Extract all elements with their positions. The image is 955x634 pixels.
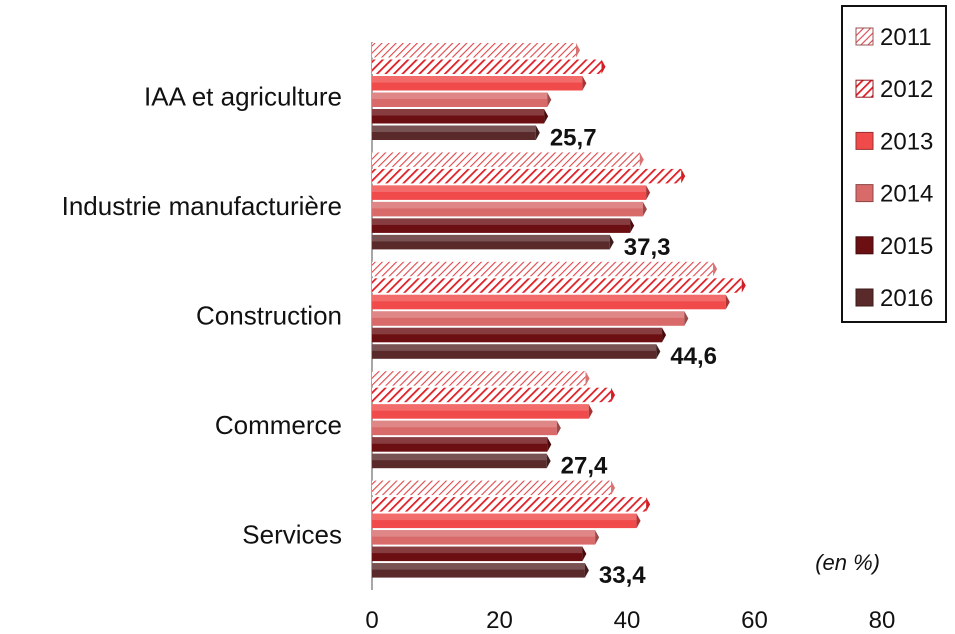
- bar-highlight: [372, 109, 545, 116]
- bar-end: [544, 109, 549, 124]
- bar-highlight: [372, 546, 583, 554]
- bar-2012-1: [372, 59, 602, 74]
- legend-label-2014: 2014: [880, 181, 933, 208]
- bar-highlight: [372, 420, 557, 428]
- x-tick-label: 60: [741, 607, 768, 634]
- bar-2012-5: [372, 497, 647, 512]
- legend-label-2012: 2012: [880, 76, 933, 103]
- bar-end: [611, 387, 616, 403]
- data-label: 33,4: [599, 562, 646, 589]
- bar-highlight: [372, 311, 685, 318]
- legend-swatch-2012: [855, 79, 874, 98]
- bar-2012-2: [372, 168, 682, 184]
- bar-end: [646, 497, 651, 512]
- unit-note: (en %): [815, 550, 880, 575]
- legend-label-2016: 2016: [880, 285, 933, 312]
- bar-end: [535, 125, 540, 140]
- plot-area: IAA et agriculture 25,7 Industrie manufact…: [62, 42, 896, 634]
- bar-2011-4: [372, 371, 586, 386]
- bar-highlight: [372, 125, 536, 133]
- data-label: 44,6: [670, 343, 717, 370]
- legend-swatch-2015: [855, 236, 874, 255]
- x-tick-label: 0: [365, 607, 378, 634]
- bar-highlight: [372, 92, 548, 100]
- bar-end: [601, 59, 606, 74]
- bar-highlight: [372, 530, 596, 537]
- legend-swatch-2016: [855, 288, 874, 307]
- legend-label-2011: 2011: [880, 24, 932, 51]
- bar-end: [662, 327, 667, 343]
- bar-end: [609, 234, 614, 250]
- x-tick-label: 80: [869, 607, 896, 634]
- bar-highlight: [372, 185, 647, 192]
- bar-end: [582, 76, 587, 91]
- bar-end: [576, 43, 580, 58]
- bar-highlight: [372, 404, 589, 411]
- bar-end: [642, 201, 647, 217]
- legend-swatch-2014: [855, 184, 874, 203]
- bar-end: [646, 185, 651, 200]
- bar-end: [547, 92, 552, 107]
- bar-highlight: [372, 513, 637, 521]
- bar-2012-3: [372, 278, 742, 293]
- data-label: 37,3: [624, 234, 671, 261]
- bar-end: [639, 152, 644, 167]
- bar-end: [713, 261, 718, 277]
- bar-2011-2: [372, 152, 640, 167]
- bar-end: [725, 294, 730, 310]
- category-label: IAA et agriculture: [144, 82, 342, 112]
- legend-box: [841, 5, 947, 323]
- bar-end: [546, 453, 551, 469]
- bar-highlight: [372, 294, 726, 302]
- bar-end: [611, 480, 616, 496]
- legend-swatch-2013: [855, 131, 874, 150]
- bar-highlight: [372, 201, 643, 209]
- bar-highlight: [372, 76, 583, 83]
- bar-end: [595, 530, 600, 545]
- category-label: Construction: [196, 301, 342, 331]
- bar-end: [656, 344, 661, 359]
- bar-end: [681, 168, 686, 184]
- bar-end: [585, 371, 590, 386]
- bar-highlight: [372, 218, 631, 225]
- legend: 2011 2012 2013 2014 2015 2016: [841, 5, 947, 323]
- legend-swatch-2011: [855, 27, 874, 46]
- bar-end: [582, 546, 587, 562]
- bar-end: [630, 218, 635, 233]
- data-label: 27,4: [561, 453, 608, 480]
- category-label: Commerce: [215, 410, 342, 440]
- bar-end: [636, 513, 641, 529]
- bar-end: [684, 311, 689, 326]
- bar-highlight: [372, 453, 547, 461]
- bar-2011-1: [372, 43, 576, 58]
- legend-label-2013: 2013: [880, 128, 933, 155]
- bar-2011-3: [372, 261, 714, 277]
- bar-end: [741, 278, 746, 293]
- x-tick-label: 20: [486, 607, 513, 634]
- bar-end: [556, 420, 561, 436]
- bar-highlight: [372, 344, 657, 351]
- category-label: Industrie manufacturière: [62, 191, 342, 221]
- data-label: 25,7: [550, 124, 597, 151]
- bar-end: [588, 404, 593, 419]
- bar-end: [584, 563, 589, 578]
- legend-label-2015: 2015: [880, 233, 933, 260]
- bar-highlight: [372, 327, 663, 335]
- bar-highlight: [372, 437, 548, 444]
- bar-2011-5: [372, 480, 612, 496]
- bar-end: [547, 437, 552, 452]
- category-label: Services: [242, 519, 342, 549]
- bar-highlight: [372, 563, 585, 570]
- bar-highlight: [372, 234, 610, 242]
- bar-2012-4: [372, 387, 612, 403]
- x-tick-label: 40: [614, 607, 641, 634]
